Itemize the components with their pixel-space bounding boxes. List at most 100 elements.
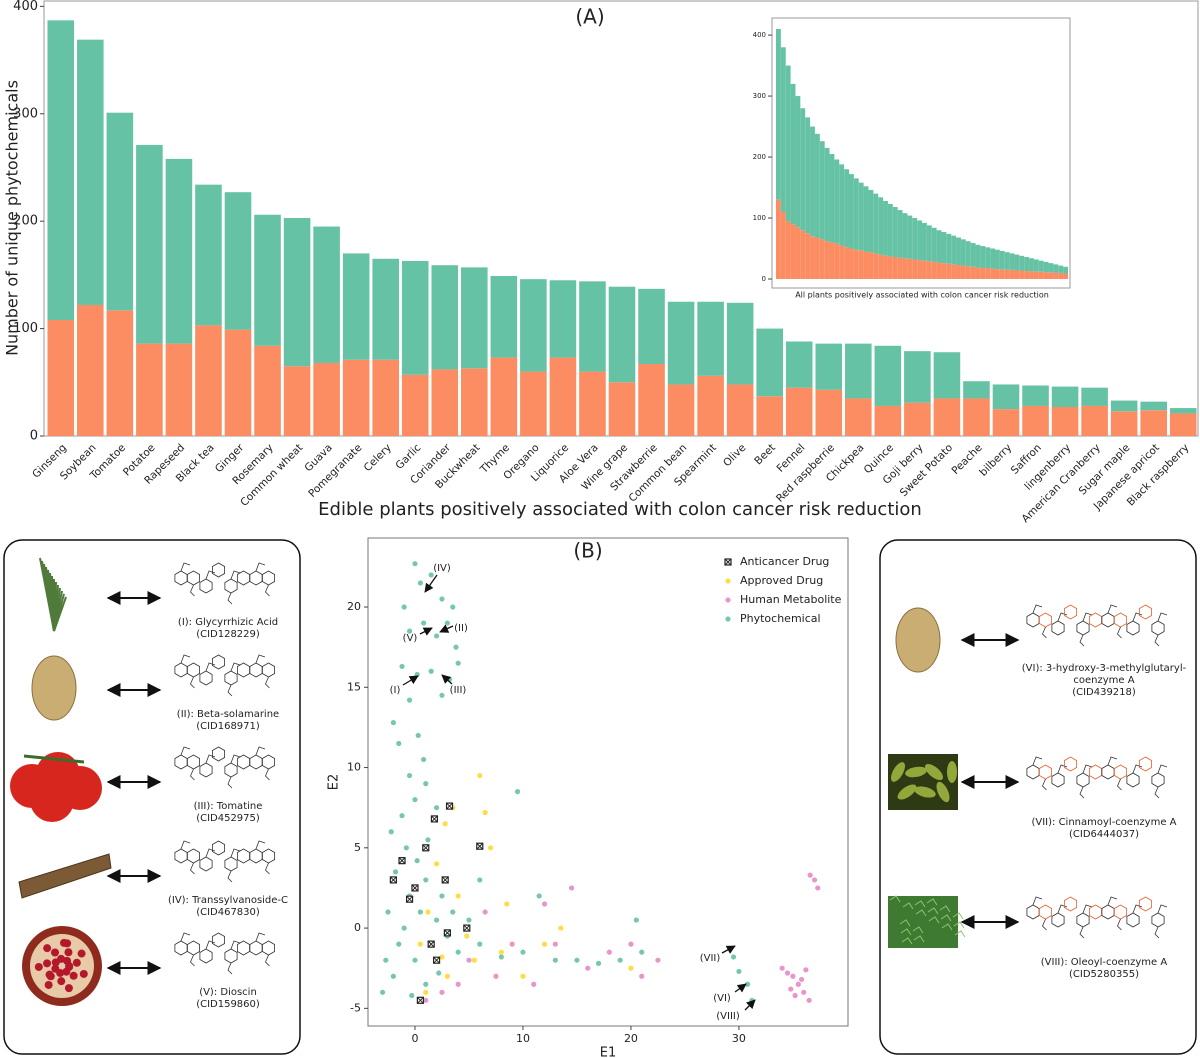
compound-label: (VI): 3-hydroxy-3-methylglutaryl- [1022, 663, 1187, 674]
annotation: (V) [403, 633, 418, 644]
y-tick-label: 200 [13, 214, 38, 229]
bar-segment [136, 144, 163, 344]
compound-label: (II): Beta-solamarine [177, 709, 279, 720]
bar-segment [785, 65, 791, 222]
y-tick-label: 200 [753, 153, 766, 161]
bond [230, 940, 241, 950]
bond [1057, 904, 1068, 914]
bar-segment [897, 210, 903, 258]
bar-segment [965, 266, 971, 279]
bar-segment [795, 96, 801, 228]
bar-segment [936, 262, 942, 279]
ring [249, 848, 263, 864]
bar-segment [951, 235, 957, 265]
annotation: (VI) [713, 993, 731, 1004]
point [509, 941, 515, 947]
point [399, 813, 405, 819]
ring [224, 578, 238, 594]
seed [34, 962, 43, 971]
panel-box [879, 539, 1197, 1055]
bond [255, 840, 266, 850]
bar-segment [907, 215, 913, 259]
ring [237, 570, 250, 586]
point [421, 620, 427, 626]
seed [64, 984, 73, 993]
ring [1114, 764, 1127, 780]
ring [1101, 904, 1115, 920]
point [455, 893, 461, 899]
bar-segment [1004, 269, 1010, 279]
bar-segment [165, 343, 193, 436]
seed [65, 962, 74, 971]
bar-segment [824, 241, 830, 279]
ring [1039, 904, 1052, 920]
ring [174, 848, 188, 864]
point [655, 957, 661, 963]
point-cross [724, 558, 732, 566]
x-tick-label: Celery [362, 442, 394, 474]
leaf [941, 923, 953, 931]
bar-segment [1029, 258, 1034, 272]
ring [199, 856, 213, 872]
compound-label: (CID5280355) [1069, 969, 1139, 980]
bar-segment [780, 211, 786, 279]
bar-segment [1014, 270, 1020, 279]
x-tick-label: Sweet Potato [898, 442, 955, 499]
bar-segment [858, 182, 864, 251]
bar-segment [1110, 411, 1138, 436]
point [405, 895, 414, 903]
bar-segment [941, 232, 947, 264]
bar-segment [965, 241, 971, 267]
point [439, 954, 445, 960]
bond [190, 676, 195, 689]
bar-segment [970, 266, 976, 279]
bond [1032, 896, 1043, 906]
ring [1089, 764, 1102, 780]
molecule [174, 562, 275, 605]
leaf [926, 898, 938, 906]
bar-segment [638, 364, 665, 436]
bar-segment [878, 197, 884, 255]
leaf [913, 935, 925, 943]
bar-segment [195, 325, 222, 436]
bond [265, 954, 270, 967]
bond [190, 954, 195, 967]
point [439, 893, 445, 899]
ring [199, 670, 213, 686]
point [433, 805, 440, 811]
ring [262, 940, 275, 956]
point [425, 909, 431, 915]
point [585, 965, 591, 971]
point [383, 957, 389, 963]
bar-segment [931, 227, 937, 262]
bond [1154, 634, 1160, 647]
point [730, 954, 737, 960]
bar-segment [756, 328, 783, 397]
leaf [912, 926, 924, 934]
point [430, 815, 439, 823]
bar-segment [868, 189, 874, 253]
bar-segment [902, 258, 908, 279]
legend-label: Approved Drug [740, 574, 823, 587]
bar-segment [887, 203, 893, 257]
ring [1064, 604, 1077, 620]
bar-segment [963, 398, 990, 436]
bond [1157, 612, 1168, 622]
bar-segment [845, 343, 872, 399]
bar-segment [960, 239, 966, 266]
point [423, 981, 429, 987]
bar-segment [1022, 385, 1049, 406]
bar-segment [887, 256, 893, 279]
annotation: (I) [390, 685, 401, 696]
seed [43, 959, 52, 968]
bar-segment [926, 261, 932, 279]
point [471, 957, 477, 963]
bar-segment [931, 261, 937, 279]
point [433, 633, 440, 639]
point [807, 872, 813, 878]
ring [187, 848, 200, 864]
bar-segment [985, 268, 991, 279]
bond [1057, 612, 1068, 622]
point [477, 772, 483, 779]
bar-segment [874, 405, 902, 436]
